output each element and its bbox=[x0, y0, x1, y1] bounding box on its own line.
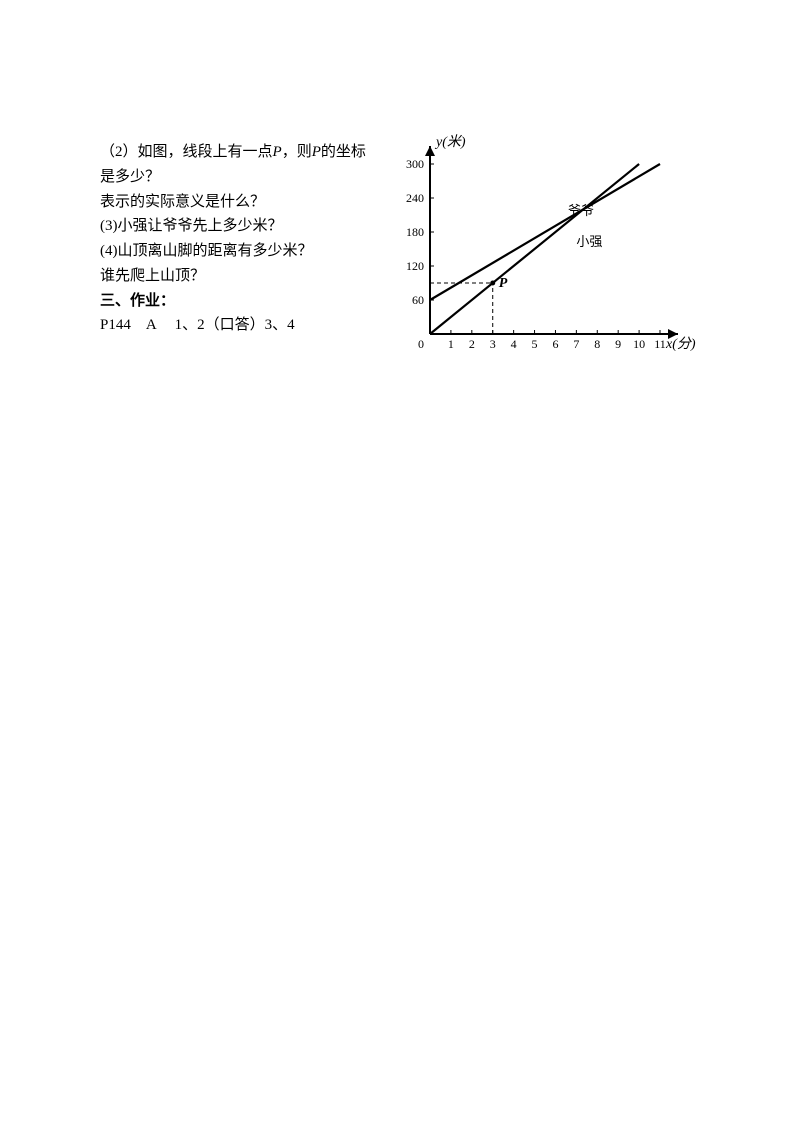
q4-line2: 谁先爬上山顶？ bbox=[100, 264, 380, 289]
svg-text:8: 8 bbox=[594, 337, 600, 351]
homework-heading: 三、作业： bbox=[100, 289, 380, 314]
q2-t1: （2）如图，线段上有一点 bbox=[100, 144, 273, 160]
svg-text:9: 9 bbox=[615, 337, 621, 351]
svg-text:2: 2 bbox=[469, 337, 475, 351]
q2-t2: ，则 bbox=[282, 144, 312, 160]
svg-text:120: 120 bbox=[406, 259, 424, 273]
svg-text:60: 60 bbox=[412, 293, 424, 307]
svg-text:300: 300 bbox=[406, 157, 424, 171]
homework-line: P144 A 1、2（口答）3、4 bbox=[100, 313, 380, 338]
q2-p2: P bbox=[312, 144, 321, 160]
svg-text:10: 10 bbox=[633, 337, 645, 351]
svg-text:4: 4 bbox=[511, 337, 517, 351]
svg-text:7: 7 bbox=[573, 337, 579, 351]
q3-line: (3)小强让爷爷先上多少米？ bbox=[100, 214, 380, 239]
svg-text:爷爷: 爷爷 bbox=[568, 203, 594, 218]
svg-text:y(米): y(米) bbox=[434, 134, 466, 150]
q2-line1: （2）如图，线段上有一点P，则P的坐标是多少？ bbox=[100, 140, 380, 190]
svg-text:180: 180 bbox=[406, 225, 424, 239]
svg-text:x(分): x(分) bbox=[665, 336, 696, 352]
q4-line1: (4)山顶离山脚的距离有多少米？ bbox=[100, 239, 380, 264]
svg-text:11: 11 bbox=[654, 337, 666, 351]
svg-text:3: 3 bbox=[490, 337, 496, 351]
svg-text:5: 5 bbox=[532, 337, 538, 351]
question-block: （2）如图，线段上有一点P，则P的坐标是多少？ 表示的实际意义是什么？ (3)小… bbox=[100, 140, 380, 338]
q2-line2: 表示的实际意义是什么？ bbox=[100, 190, 380, 215]
svg-text:P: P bbox=[499, 276, 508, 291]
q2-p1: P bbox=[273, 144, 282, 160]
svg-text:小强: 小强 bbox=[576, 234, 602, 249]
svg-text:240: 240 bbox=[406, 191, 424, 205]
page-content: （2）如图，线段上有一点P，则P的坐标是多少？ 表示的实际意义是什么？ (3)小… bbox=[100, 140, 700, 338]
svg-text:1: 1 bbox=[448, 337, 454, 351]
chart-svg: 0 1 2 3 4 56 7 8 9 10 11 60 120 180 240 300 y(米) x(分) 爷爷小强… bbox=[390, 134, 700, 364]
chart-container: 0 1 2 3 4 56 7 8 9 10 11 60 120 180 240 300 y(米) x(分) 爷爷小强… bbox=[390, 134, 700, 364]
svg-text:6: 6 bbox=[552, 337, 558, 351]
svg-text:0: 0 bbox=[418, 337, 424, 351]
